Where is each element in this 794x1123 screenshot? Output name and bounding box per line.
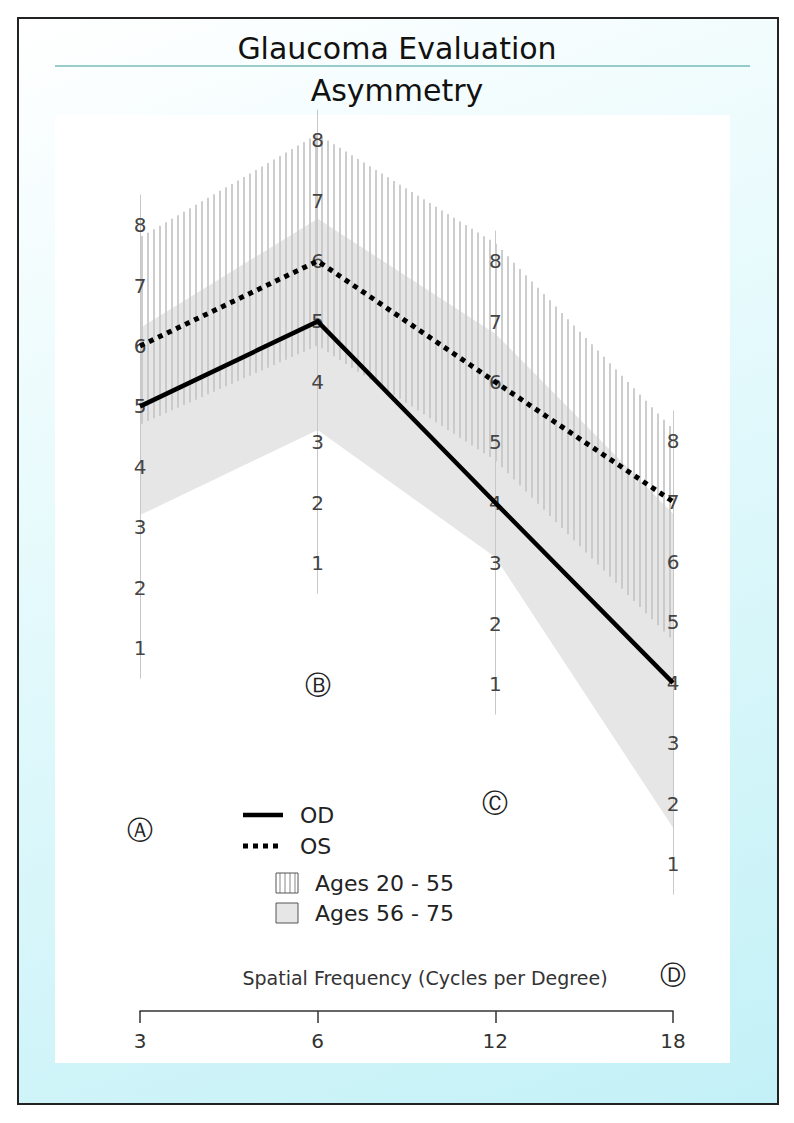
svg-text:3: 3 (667, 731, 680, 755)
svg-text:3: 3 (134, 515, 147, 539)
svg-text:2: 2 (311, 491, 324, 515)
svg-text:7: 7 (311, 189, 324, 213)
svg-text:3: 3 (311, 430, 324, 454)
svg-text:Ⓓ: Ⓓ (660, 960, 686, 990)
svg-text:Ⓐ: Ⓐ (127, 815, 153, 845)
svg-text:5: 5 (311, 309, 324, 334)
svg-text:1: 1 (667, 852, 680, 876)
svg-text:1: 1 (311, 551, 324, 575)
svg-text:OS: OS (300, 834, 331, 859)
svg-text:1: 1 (134, 636, 147, 660)
svg-text:8: 8 (489, 249, 502, 273)
svg-text:18: 18 (660, 1029, 685, 1053)
svg-text:Ages 20 - 55: Ages 20 - 55 (315, 871, 454, 896)
svg-text:5: 5 (489, 430, 502, 454)
svg-text:Asymmetry: Asymmetry (311, 73, 484, 108)
svg-text:8: 8 (311, 128, 324, 152)
svg-text:6: 6 (311, 1029, 324, 1053)
svg-text:2: 2 (134, 576, 147, 600)
svg-text:Ⓑ: Ⓑ (305, 670, 331, 700)
svg-text:6: 6 (667, 550, 680, 574)
svg-text:6: 6 (311, 249, 324, 273)
svg-text:6: 6 (489, 370, 502, 394)
svg-text:3: 3 (134, 1029, 147, 1053)
svg-text:12: 12 (483, 1029, 508, 1053)
svg-text:Glaucoma Evaluation: Glaucoma Evaluation (237, 31, 556, 66)
svg-text:8: 8 (667, 429, 680, 453)
svg-text:Ⓒ: Ⓒ (482, 788, 508, 818)
svg-text:2: 2 (489, 612, 502, 636)
svg-text:5: 5 (133, 394, 147, 419)
svg-text:OD: OD (300, 803, 334, 828)
svg-text:8: 8 (134, 213, 147, 237)
svg-text:7: 7 (666, 489, 680, 514)
svg-text:4: 4 (134, 455, 147, 479)
svg-text:4: 4 (489, 490, 502, 515)
svg-text:2: 2 (667, 792, 680, 816)
svg-text:4: 4 (311, 370, 324, 394)
svg-text:7: 7 (134, 274, 147, 298)
svg-text:5: 5 (667, 610, 680, 634)
svg-text:3: 3 (489, 551, 502, 575)
svg-text:Ages 56 - 75: Ages 56 - 75 (315, 901, 454, 926)
svg-text:1: 1 (489, 672, 502, 696)
svg-text:6: 6 (133, 334, 147, 358)
svg-text:Spatial Frequency (Cycles per: Spatial Frequency (Cycles per Degree) (242, 967, 607, 989)
svg-text:4: 4 (666, 670, 680, 695)
svg-text:7: 7 (489, 310, 502, 334)
